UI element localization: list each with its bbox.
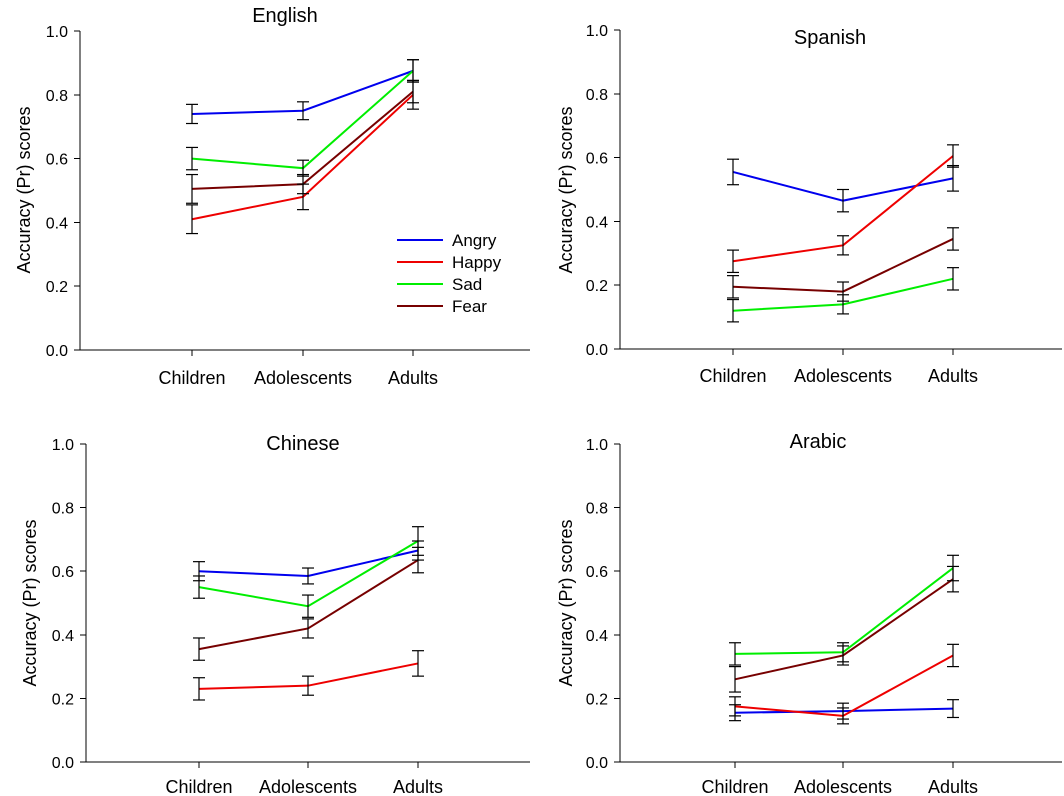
- error-bar-happy: [837, 707, 849, 725]
- error-bar-happy: [947, 144, 959, 168]
- y-tick-label: 0.8: [586, 87, 608, 104]
- y-tick-label: 0.6: [586, 564, 608, 581]
- x-tick-label: Adolescents: [259, 777, 357, 796]
- y-tick-label: 0.0: [586, 342, 608, 359]
- x-tick-label: Adults: [393, 777, 443, 796]
- y-tick-label: 0.6: [46, 152, 68, 169]
- x-tick-label: Children: [701, 777, 768, 796]
- error-bar-fear: [186, 173, 198, 204]
- error-bar-angry: [302, 567, 314, 585]
- y-tick-label: 0.6: [586, 151, 608, 168]
- y-tick-label: 0.2: [46, 279, 68, 296]
- error-bar-sad: [186, 146, 198, 171]
- y-tick-label: 1.0: [586, 437, 608, 454]
- error-bar-happy: [947, 643, 959, 668]
- y-axis-label: Accuracy (Pr) scores: [556, 519, 576, 686]
- chart-panel-arabic: 0.0 0.2 0.4 0.6 0.8 1.0 Children Adolescents Adu…: [556, 431, 1062, 796]
- x-tick-label: Adolescents: [794, 366, 892, 386]
- error-bar-angry: [186, 103, 198, 125]
- error-bar-fear: [947, 227, 959, 251]
- error-bar-fear: [727, 275, 739, 299]
- y-tick-label: 0.2: [586, 278, 608, 295]
- x-tick-label: Adults: [388, 368, 438, 388]
- y-tick-label: 0.4: [586, 214, 608, 231]
- error-bar-happy: [186, 204, 198, 235]
- y-tick-label: 0.0: [586, 755, 608, 772]
- error-bar-fear: [297, 173, 309, 195]
- chart-title: English: [252, 5, 318, 27]
- error-bar-happy: [727, 249, 739, 274]
- error-bar-happy: [193, 677, 205, 701]
- error-bar-angry: [727, 158, 739, 186]
- error-bar-angry: [947, 699, 959, 719]
- x-tick-label: Adults: [928, 777, 978, 796]
- chart-panel-english: 0.0 0.2 0.4 0.6 0.8 1.0 Children Adolescents Adu…: [14, 5, 530, 388]
- y-tick-label: 1.0: [52, 437, 74, 454]
- chart-title: Chinese: [266, 433, 339, 455]
- x-tick-label: Children: [158, 368, 225, 388]
- error-bar-fear: [947, 565, 959, 593]
- error-bar-angry: [297, 101, 309, 121]
- y-tick-label: 1.0: [46, 24, 68, 41]
- error-bar-fear: [837, 281, 849, 302]
- y-tick-label: 0.2: [52, 691, 74, 708]
- error-bar-angry: [837, 188, 849, 213]
- legend-label: Fear: [452, 297, 487, 316]
- y-tick-label: 0.2: [586, 691, 608, 708]
- y-tick-label: 0.6: [52, 564, 74, 581]
- y-tick-label: 0.8: [586, 501, 608, 518]
- x-tick-label: Adolescents: [794, 777, 892, 796]
- y-tick-label: 1.0: [586, 23, 608, 40]
- error-bar-sad: [729, 642, 741, 666]
- error-bar-happy: [729, 696, 741, 717]
- error-bar-sad: [407, 59, 419, 83]
- y-tick-label: 0.0: [46, 343, 68, 360]
- y-tick-label: 0.8: [52, 501, 74, 518]
- y-tick-label: 0.0: [52, 755, 74, 772]
- chart-title: Arabic: [790, 431, 847, 453]
- x-tick-label: Adolescents: [254, 368, 352, 388]
- legend-label: Happy: [452, 253, 502, 272]
- error-bar-fear: [412, 546, 424, 574]
- chart-panel-spanish: 0.0 0.2 0.4 0.6 0.8 1.0 Children Adolescents Adu…: [556, 23, 1062, 386]
- x-tick-label: Children: [165, 777, 232, 796]
- error-bar-fear: [193, 637, 205, 661]
- error-bar-happy: [412, 650, 424, 677]
- y-tick-label: 0.4: [52, 628, 74, 645]
- y-axis-label: Accuracy (Pr) scores: [20, 519, 40, 686]
- legend-label: Angry: [452, 231, 497, 250]
- error-bar-happy: [302, 675, 314, 696]
- y-axis-label: Accuracy (Pr) scores: [556, 106, 576, 273]
- legend-label: Sad: [452, 275, 482, 294]
- series-line-sad: [734, 567, 954, 655]
- error-bar-sad: [947, 267, 959, 291]
- error-bar-sad: [727, 298, 739, 323]
- y-tick-label: 0.8: [46, 88, 68, 105]
- error-bar-happy: [837, 235, 849, 256]
- legend: Angry Happy Sad Fear: [397, 231, 502, 316]
- error-bar-fear: [407, 79, 419, 104]
- error-bar-sad: [193, 575, 205, 599]
- y-axis-label: Accuracy (Pr) scores: [14, 106, 34, 273]
- y-tick-label: 0.4: [586, 628, 608, 645]
- error-bar-fear: [837, 645, 849, 666]
- chart-panel-chinese: 0.0 0.2 0.4 0.6 0.8 1.0 Children Adolescents Adu…: [20, 433, 530, 796]
- x-tick-label: Children: [699, 366, 766, 386]
- x-tick-label: Adults: [928, 366, 978, 386]
- chart-title: Spanish: [794, 27, 866, 49]
- error-bar-fear: [302, 618, 314, 639]
- error-bar-fear: [729, 665, 741, 693]
- y-tick-label: 0.4: [46, 215, 68, 232]
- error-bar-sad: [302, 594, 314, 618]
